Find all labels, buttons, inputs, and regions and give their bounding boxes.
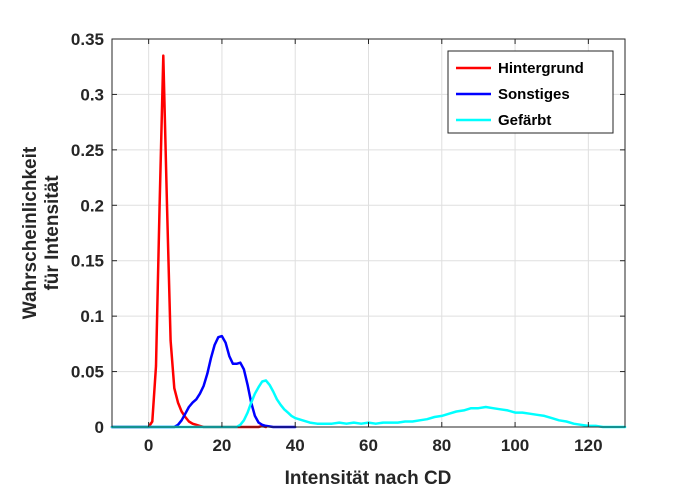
y-tick-label: 0 bbox=[95, 418, 104, 437]
x-tick-label: 0 bbox=[144, 436, 153, 455]
y-axis-label-line-1: Wahrscheinlichkeit bbox=[20, 146, 41, 319]
legend-entry: Hintergrund bbox=[498, 60, 584, 77]
x-tick-label: 80 bbox=[432, 436, 451, 455]
y-tick-label: 0.15 bbox=[71, 252, 104, 271]
legend-entry: Gefärbt bbox=[498, 112, 551, 129]
legend: Hintergrund Sonstiges Gefärbt bbox=[447, 50, 614, 134]
y-tick-label: 0.1 bbox=[80, 307, 104, 326]
y-tick-label: 0.25 bbox=[71, 141, 104, 160]
series-line-gefärbt bbox=[110, 379, 627, 429]
y-tick-label: 0.05 bbox=[71, 363, 104, 382]
x-tick-label: 40 bbox=[286, 436, 305, 455]
legend-entry: Sonstiges bbox=[498, 86, 570, 103]
y-tick-label: 0.3 bbox=[80, 85, 104, 104]
y-axis-ticks: 0 0.05 0.1 0.15 0.2 0.25 0.3 0.35 bbox=[71, 30, 625, 437]
y-axis-label: Wahrscheinlichkeit für Intensität bbox=[20, 146, 63, 319]
y-tick-label: 0.2 bbox=[80, 196, 104, 215]
x-tick-label: 100 bbox=[501, 436, 529, 455]
series-line-sonstiges bbox=[110, 334, 297, 429]
x-tick-label: 60 bbox=[359, 436, 378, 455]
x-axis-label: Intensität nach CD bbox=[285, 468, 452, 489]
y-tick-label: 0.35 bbox=[71, 30, 104, 49]
x-tick-label: 20 bbox=[212, 436, 231, 455]
x-tick-label: 120 bbox=[574, 436, 602, 455]
y-axis-label-line-2: für Intensität bbox=[42, 175, 63, 291]
x-axis-ticks: 0 20 40 60 80 100 120 bbox=[144, 39, 603, 455]
